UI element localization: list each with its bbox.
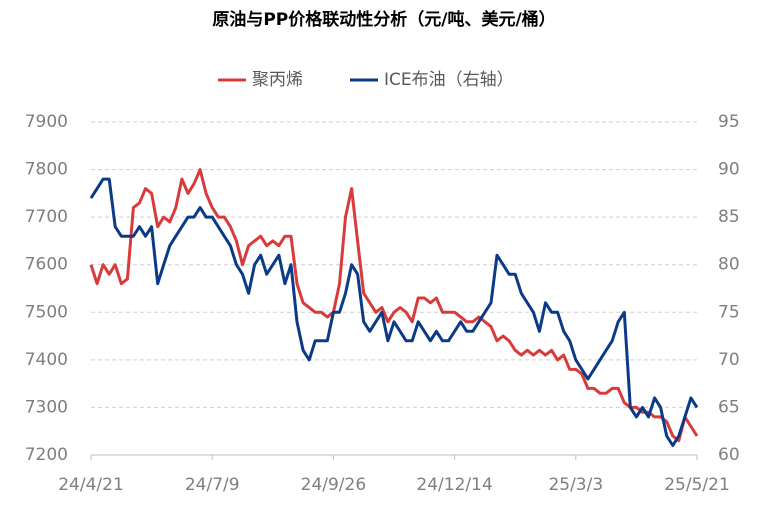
y2-tick-label: 90 bbox=[718, 160, 740, 180]
y2-tick-label: 70 bbox=[718, 350, 740, 370]
y2-tick-label: 95 bbox=[718, 112, 740, 132]
y-tick-label: 7500 bbox=[25, 302, 68, 322]
x-tick-label: 24/12/14 bbox=[416, 475, 492, 495]
y2-tick-label: 80 bbox=[718, 255, 740, 275]
x-tick-label: 24/7/9 bbox=[185, 475, 240, 495]
y-tick-label: 7300 bbox=[25, 397, 68, 417]
y-tick-label: 7900 bbox=[25, 112, 68, 132]
y2-tick-label: 85 bbox=[718, 207, 740, 227]
chart-title: 原油与PP价格联动性分析（元/吨、美元/桶） bbox=[212, 9, 555, 30]
series-line bbox=[89, 168, 699, 443]
y-tick-label: 7400 bbox=[25, 350, 68, 370]
y2-tick-label: 65 bbox=[718, 397, 740, 417]
y-tick-label: 7200 bbox=[25, 445, 68, 465]
y-tick-label: 7800 bbox=[25, 160, 68, 180]
legend-label: 聚丙烯 bbox=[252, 70, 303, 90]
series-line bbox=[89, 177, 699, 447]
y2-tick-label: 75 bbox=[718, 302, 740, 322]
x-tick-label: 25/5/21 bbox=[664, 475, 730, 495]
y-tick-label: 7700 bbox=[25, 207, 68, 227]
x-tick-label: 24/4/21 bbox=[58, 475, 124, 495]
y2-tick-label: 60 bbox=[718, 445, 740, 465]
legend-label: ICE布油（右轴） bbox=[384, 70, 514, 90]
x-tick-label: 25/3/3 bbox=[548, 475, 603, 495]
y-tick-label: 7600 bbox=[25, 255, 68, 275]
x-tick-label: 24/9/26 bbox=[301, 475, 367, 495]
